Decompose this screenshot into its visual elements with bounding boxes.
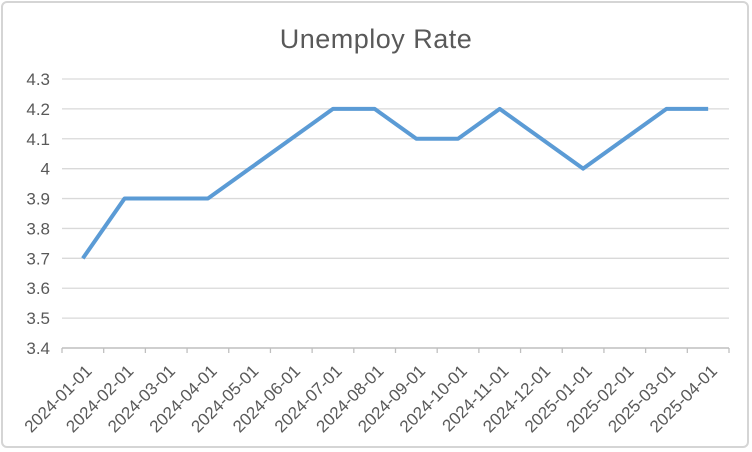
data-line: [81, 106, 709, 260]
y-axis-tick-label: 3.4: [26, 339, 50, 358]
y-axis-tick-label: 3.6: [26, 279, 50, 298]
chart-title: Unemploy Rate: [279, 24, 473, 54]
y-axis-tick-label: 4: [41, 160, 50, 179]
y-axis-tick-label: 4.3: [26, 70, 50, 89]
y-axis-tick-label: 3.8: [26, 219, 50, 238]
y-axis-tick-label: 4.1: [26, 130, 50, 149]
y-axis-tick-label: 3.9: [26, 190, 50, 209]
y-axis-tick-label: 3.7: [26, 249, 50, 268]
y-axis-tick-label: 4.2: [26, 100, 50, 119]
y-axis-tick-label: 3.5: [26, 309, 50, 328]
